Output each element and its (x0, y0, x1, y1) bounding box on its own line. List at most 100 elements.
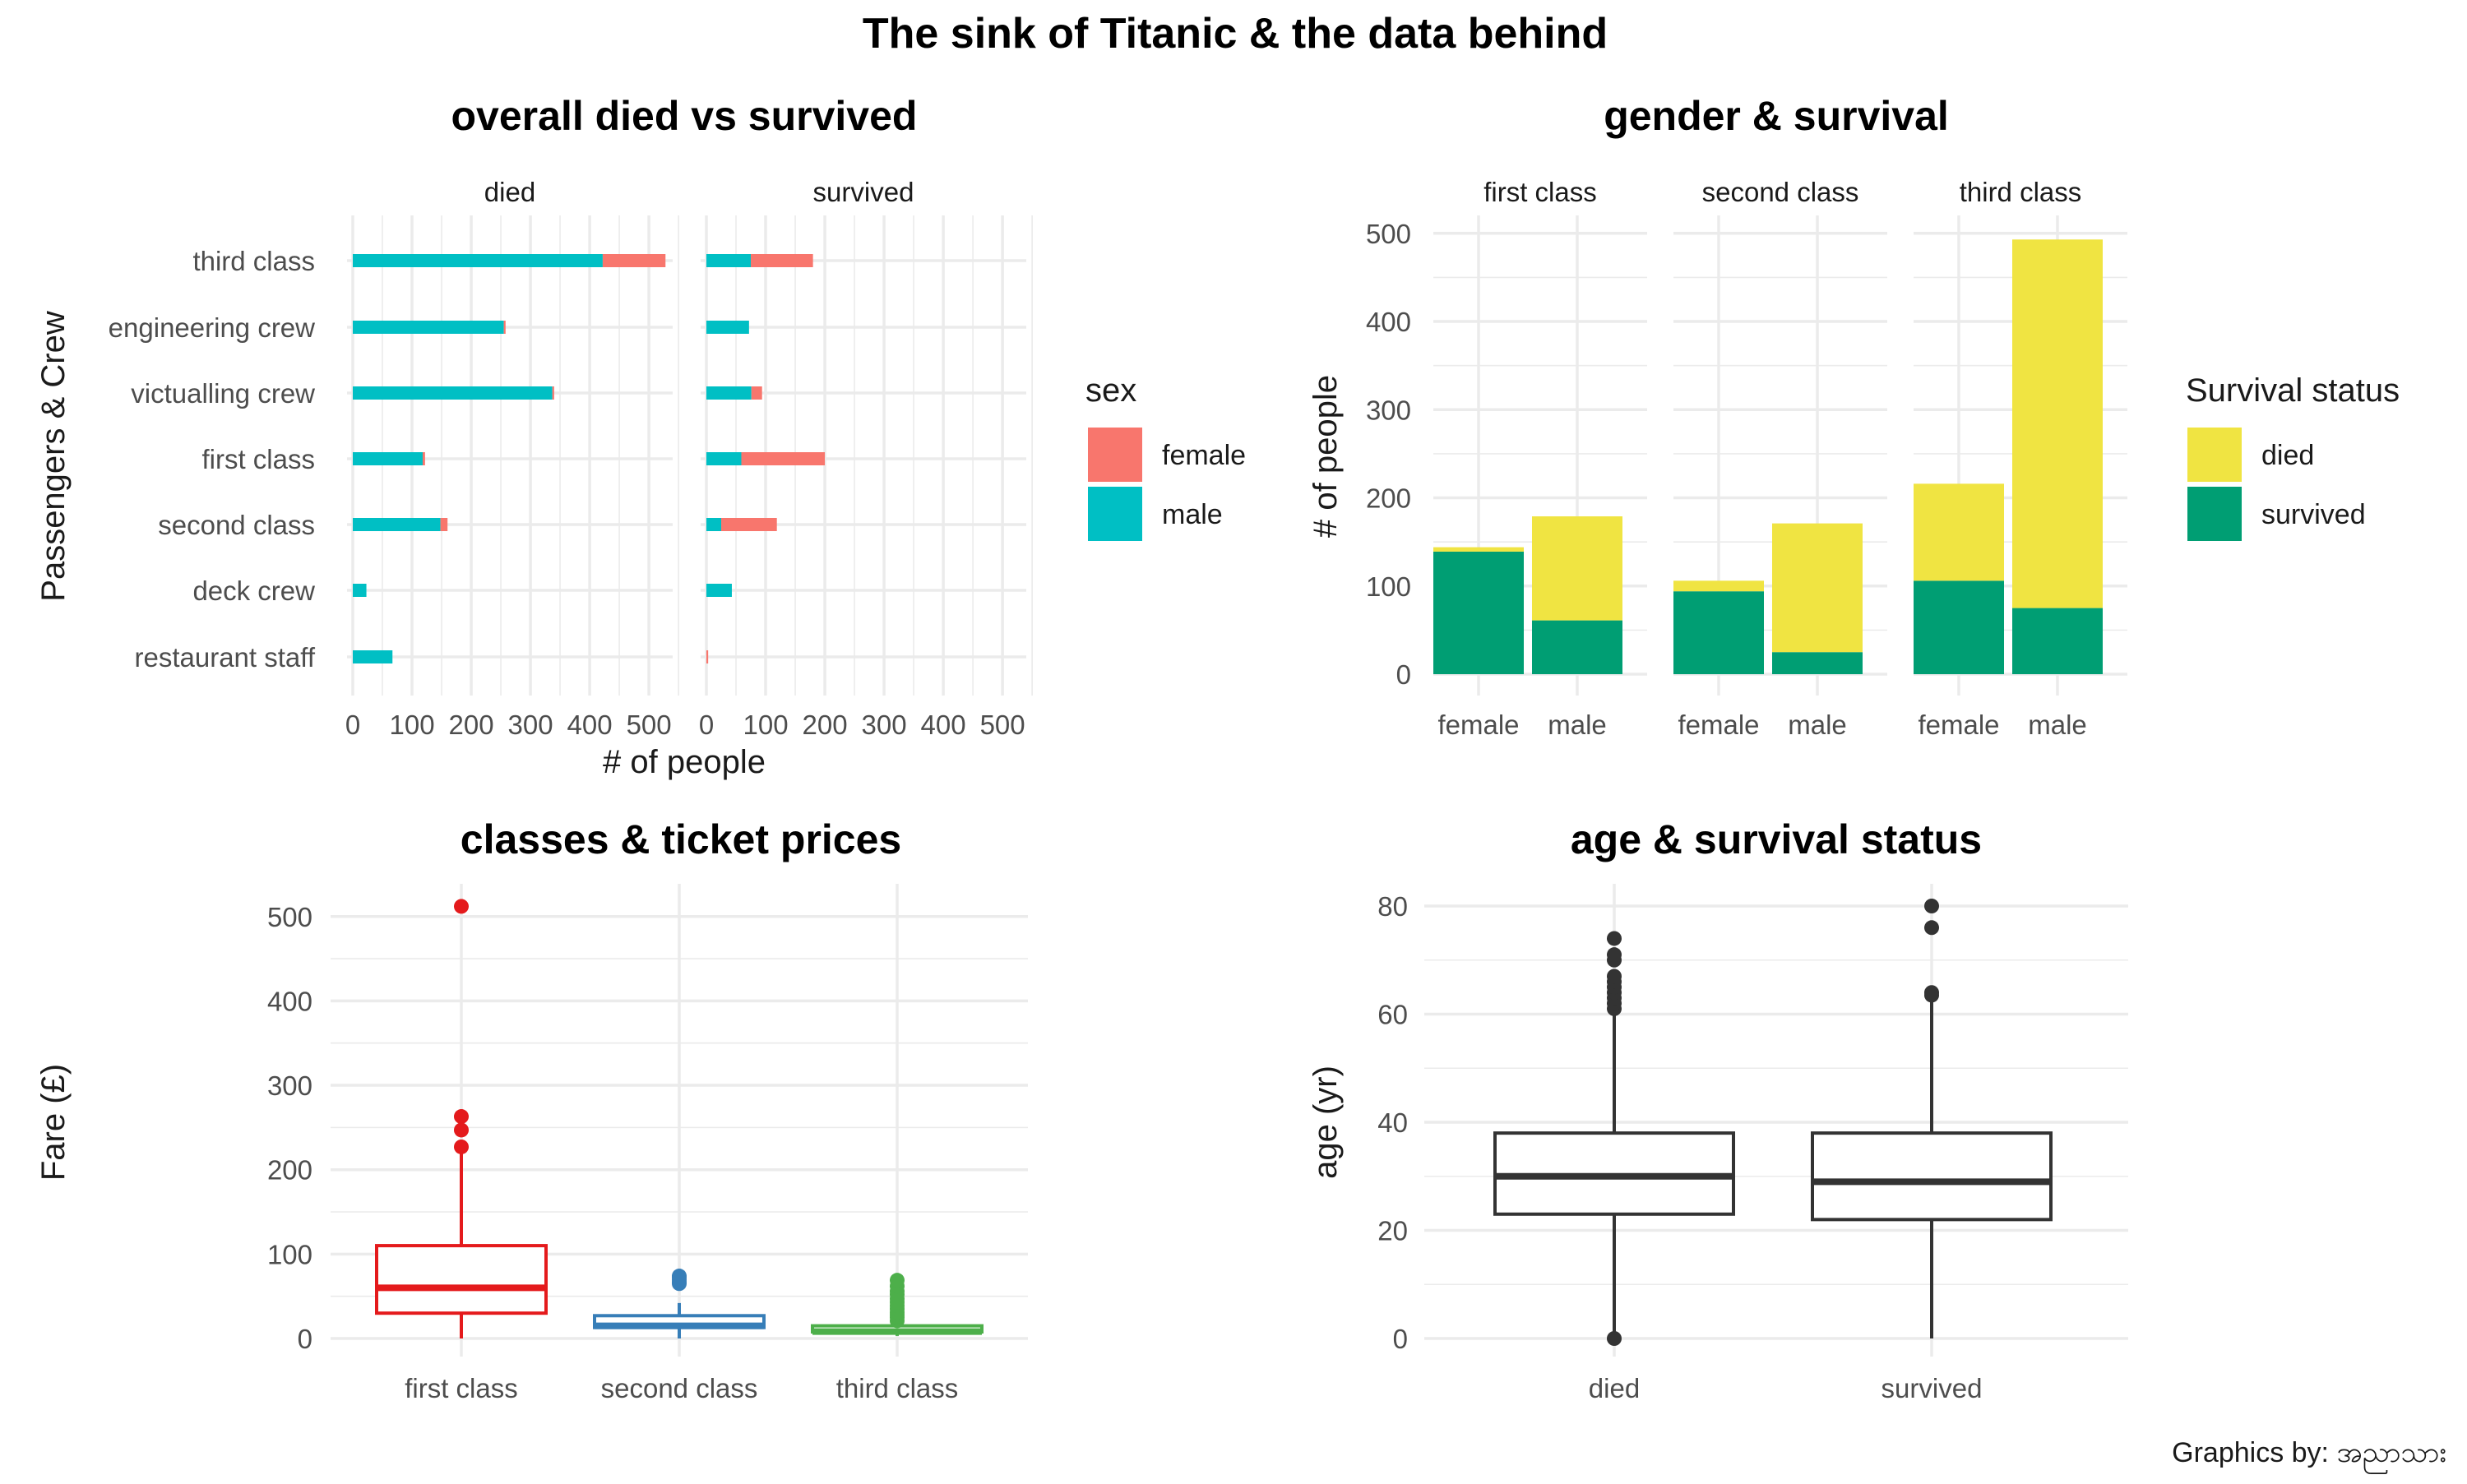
bar-female (503, 321, 506, 334)
y-tick-label: 0 (298, 1324, 312, 1354)
y-axis-label: Passengers & Crew (35, 311, 72, 602)
outlier-point (1607, 931, 1622, 946)
y-tick-label: 200 (1366, 483, 1411, 514)
bar-died (1772, 523, 1863, 653)
legend-key-died (2187, 428, 2242, 482)
y-tick-label: 0 (1393, 1324, 1408, 1354)
bar-male (353, 584, 367, 597)
y-axis-label: Fare (£) (35, 1064, 72, 1181)
outlier-point (1607, 1331, 1622, 1346)
x-tick-label: survived (1881, 1373, 1983, 1403)
x-tick-label: 300 (508, 710, 553, 740)
bar-survived (1914, 580, 2004, 674)
y-tick-label: engineering crew (109, 312, 315, 343)
x-tick-label: 400 (567, 710, 613, 740)
x-axis-label: # of people (603, 744, 766, 780)
panel-title-fares: classes & ticket prices (461, 816, 901, 862)
y-tick-label: 500 (1366, 219, 1411, 249)
bar-male (706, 321, 749, 334)
x-tick-label: 0 (699, 710, 714, 740)
bar-male (706, 386, 752, 400)
box-iqr (375, 1244, 548, 1315)
y-tick-label: third class (192, 246, 315, 276)
legend-label: survived (2261, 499, 2366, 530)
x-tick-label: 0 (345, 710, 360, 740)
y-tick-label: 100 (1366, 571, 1411, 602)
x-tick-label: female (1437, 710, 1519, 740)
y-tick-label: 100 (267, 1239, 312, 1269)
bar-male (353, 650, 393, 663)
bar-survived (1532, 620, 1622, 674)
bar-female (552, 386, 554, 400)
outlier-point (1924, 985, 1939, 1001)
outlier-point (454, 1139, 469, 1154)
bar-male (706, 584, 732, 597)
bar-survived (1433, 551, 1524, 674)
x-tick-label: 400 (921, 710, 966, 740)
x-tick-label: second class (601, 1373, 758, 1403)
bar-male (353, 452, 423, 465)
outlier-point (1924, 899, 1939, 913)
outlier-point (454, 899, 469, 914)
figure-title: The sink of Titanic & the data behind (863, 10, 1608, 58)
outlier-point (1607, 969, 1622, 984)
facet-strip-label: first class (1483, 177, 1597, 207)
x-tick-label: 100 (743, 710, 788, 740)
bar-survived (2012, 608, 2103, 674)
x-tick-label: 200 (449, 710, 494, 740)
facet-strip-label: second class (1702, 177, 1859, 207)
y-tick-label: 0 (1396, 659, 1411, 690)
x-tick-label: died (1589, 1373, 1640, 1403)
legend-key-survived (2187, 487, 2242, 541)
bar-male (706, 254, 752, 267)
bar-female (721, 518, 777, 531)
outlier-point (890, 1273, 905, 1288)
bar-male (353, 386, 553, 400)
x-tick-label: 100 (389, 710, 434, 740)
bar-female (741, 452, 826, 465)
panel-title-gender: gender & survival (1604, 93, 1949, 139)
y-tick-label: second class (158, 510, 315, 540)
y-tick-label: 200 (267, 1155, 312, 1186)
outlier-point (1607, 947, 1622, 963)
bar-male (353, 321, 504, 334)
bar-female (751, 386, 762, 400)
bar-died (1433, 547, 1524, 552)
x-tick-label: third class (836, 1373, 959, 1403)
outlier-point (1924, 920, 1939, 936)
bar-male (706, 452, 742, 465)
legend-label: male (1162, 499, 1223, 530)
y-tick-label: 80 (1377, 891, 1408, 922)
outlier-point (672, 1269, 687, 1284)
bar-died (1914, 483, 2004, 581)
x-tick-label: first class (405, 1373, 518, 1403)
bar-male (353, 254, 603, 267)
legend-label: female (1162, 440, 1246, 471)
y-tick-label: 400 (1366, 307, 1411, 337)
bar-male (353, 518, 441, 531)
bar-died (1673, 580, 1764, 592)
y-tick-label: 60 (1377, 1000, 1408, 1030)
bar-female (751, 254, 813, 267)
bar-female (706, 650, 709, 663)
legend-title: Survival status (2186, 372, 2400, 409)
bar-died (2012, 239, 2103, 608)
x-tick-label: 200 (803, 710, 848, 740)
y-tick-label: 20 (1377, 1216, 1408, 1246)
x-tick-label: male (1788, 710, 1847, 740)
x-tick-label: female (1918, 710, 1999, 740)
panel-title-overall: overall died vs survived (451, 93, 918, 139)
y-tick-label: 40 (1377, 1107, 1408, 1138)
panel-title-age: age & survival status (1571, 816, 1982, 862)
y-tick-label: 300 (267, 1070, 312, 1101)
y-tick-label: 500 (267, 902, 312, 932)
outlier-point (454, 1122, 469, 1138)
legend-title: sex (1085, 372, 1136, 409)
x-tick-label: 300 (862, 710, 907, 740)
facet-strip-label: survived (813, 177, 914, 207)
legend-key-female (1088, 428, 1142, 482)
box-iqr (1811, 1131, 2053, 1222)
x-tick-label: 500 (980, 710, 1025, 740)
